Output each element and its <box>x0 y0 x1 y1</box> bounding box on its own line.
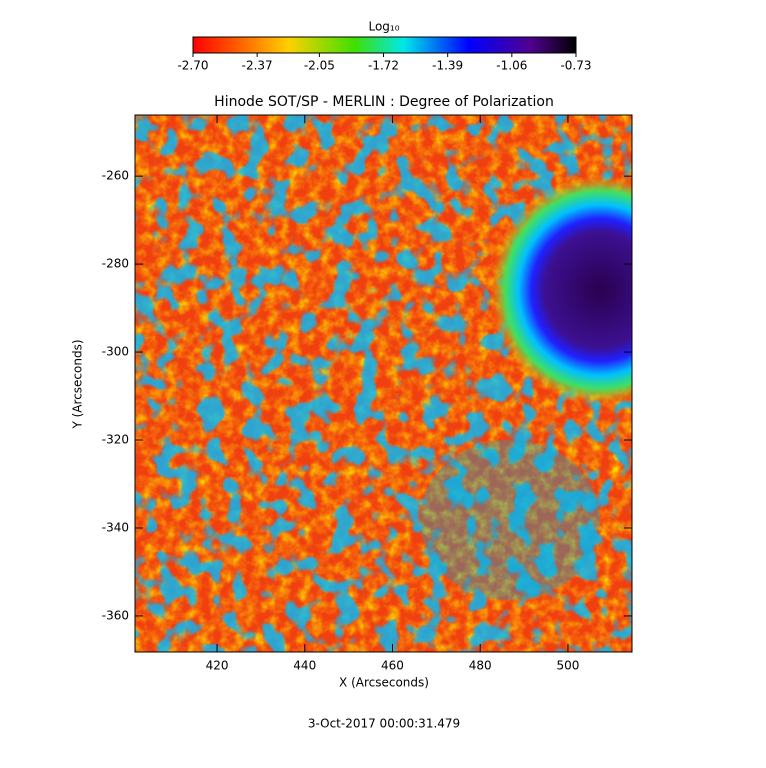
y-tick-label: -300 <box>102 345 129 359</box>
x-tick-label: 500 <box>557 659 580 673</box>
x-axis-label: X (Arcseconds) <box>339 676 429 690</box>
y-tick-label: -340 <box>102 520 129 534</box>
colorbar-tick-label: -0.73 <box>560 59 591 73</box>
colorbar-tick-label: -1.72 <box>368 59 399 73</box>
y-tick-label: -320 <box>102 433 129 447</box>
colorbar <box>192 36 577 54</box>
plot-frame <box>134 114 633 653</box>
y-tick-label: -280 <box>102 257 129 271</box>
colorbar-tick-label: -2.70 <box>177 59 208 73</box>
y-axis-label: Y (Arcseconds) <box>71 339 85 429</box>
x-tick-label: 440 <box>293 659 316 673</box>
polarization-image <box>135 115 632 652</box>
y-tick-label: -360 <box>102 608 129 622</box>
x-tick-label: 420 <box>206 659 229 673</box>
colorbar-tick-label: -2.05 <box>304 59 335 73</box>
x-tick-label: 460 <box>381 659 404 673</box>
y-tick-label: -260 <box>102 169 129 183</box>
colorbar-tick-label: -1.06 <box>496 59 527 73</box>
colorbar-tick-label: -1.39 <box>432 59 463 73</box>
chart-title: Hinode SOT/SP - MERLIN : Degree of Polar… <box>214 94 554 110</box>
date-annotation: 3-Oct-2017 00:00:31.479 <box>308 717 460 731</box>
colorbar-tick-label: -2.37 <box>242 59 273 73</box>
colorbar-label: Log₁₀ <box>368 20 399 34</box>
x-tick-label: 480 <box>469 659 492 673</box>
